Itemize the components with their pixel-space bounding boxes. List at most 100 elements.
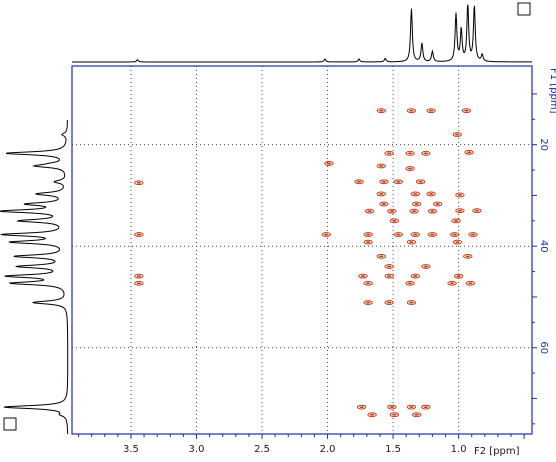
x-axis-label: F2 [ppm] [474, 446, 520, 457]
contour-outer [411, 201, 422, 207]
cross-peak [455, 208, 465, 214]
contour-inner [407, 167, 413, 170]
cross-peak [464, 149, 474, 155]
contour-inner [409, 406, 414, 408]
contour-outer [389, 218, 400, 224]
contour-outer [384, 300, 394, 305]
projection-toggle-box-left[interactable] [3, 417, 17, 431]
cross-peak [406, 108, 417, 114]
contour-outer [465, 280, 476, 286]
contour-outer [463, 253, 473, 259]
cross-peak [134, 280, 144, 286]
cross-peak [427, 232, 438, 237]
contour-inner [389, 210, 394, 213]
contour-outer [452, 132, 462, 137]
contour-inner [409, 301, 414, 304]
contour-inner [470, 233, 476, 236]
contour-outer [410, 232, 421, 237]
contour-outer [453, 273, 464, 279]
contour-outer [426, 108, 436, 114]
contour-outer [384, 273, 394, 279]
x-tick-label: 3.5 [123, 444, 139, 455]
f2-projection [72, 4, 532, 63]
cross-peak [321, 232, 331, 237]
cross-peak [376, 253, 386, 259]
cross-peak [432, 201, 443, 207]
cross-peak [405, 166, 415, 171]
contour-outer [451, 218, 461, 224]
contour-inner [465, 255, 470, 258]
contour-inner [407, 152, 413, 155]
cross-peak [410, 232, 421, 237]
cross-peak [384, 264, 394, 269]
cross-peak [461, 108, 472, 114]
x-tick-label: 2.0 [320, 444, 336, 455]
x-axis: 3.5 3.0 2.5 2.0 1.5 1.0 [78, 434, 525, 455]
contour-outer [406, 300, 417, 305]
contour-inner [386, 275, 392, 278]
contour-inner [386, 152, 392, 155]
contour-inner [381, 180, 387, 183]
contour-outer [452, 239, 462, 245]
contour-inner [466, 151, 472, 154]
cross-peak [455, 192, 465, 198]
contour-outer [324, 161, 334, 166]
contour-outer [464, 149, 474, 155]
contour-outer [376, 253, 386, 259]
contour-inner [413, 275, 418, 278]
contour-outer [421, 264, 431, 269]
cross-peak [468, 232, 478, 237]
contour-inner [365, 233, 371, 236]
cross-peak [363, 300, 373, 305]
contour-outer [406, 108, 417, 114]
contour-inner [324, 233, 329, 236]
contour-inner [428, 193, 434, 195]
contour-inner [423, 406, 429, 408]
contour-inner [360, 275, 366, 278]
contour-inner [449, 282, 455, 285]
contour-outer [421, 150, 431, 156]
contour-outer [447, 280, 457, 286]
contour-inner [379, 109, 384, 112]
contour-inner [396, 180, 401, 183]
f1-projection [0, 120, 69, 434]
cross-peak [451, 218, 461, 224]
contour-inner [464, 109, 469, 112]
contour-outer [384, 150, 394, 156]
cross-peak [134, 273, 144, 279]
cross-peak [427, 208, 438, 214]
contour-outer [410, 273, 421, 279]
cross-peak [405, 280, 415, 286]
cross-peak [410, 273, 421, 279]
contour-outer [472, 208, 482, 214]
projection-toggle-box-top[interactable] [517, 2, 531, 16]
contour-outer [379, 201, 389, 207]
contour-inner [386, 265, 392, 268]
contour-outer [427, 232, 438, 237]
contour-inner [418, 180, 423, 183]
y-axis: 20 40 60 [532, 93, 549, 425]
cross-peak [354, 179, 364, 185]
cross-peak [421, 404, 431, 410]
cross-peak [465, 280, 476, 286]
contour-inner [136, 233, 142, 236]
contour-outer [134, 232, 144, 237]
cross-peak [463, 253, 473, 259]
contour-outer [405, 166, 415, 171]
contour-inner [455, 133, 460, 136]
cross-peak [376, 163, 386, 169]
contour-inner [386, 301, 392, 304]
cross-peak [364, 208, 375, 214]
contour-outer [406, 239, 417, 245]
contour-outer [461, 108, 472, 114]
cross-peak [384, 300, 394, 305]
contour-outer [134, 180, 144, 186]
x-tick-label: 2.5 [254, 444, 270, 455]
contour-inner [474, 209, 480, 212]
cross-peak [376, 191, 386, 197]
contour-inner [136, 181, 142, 184]
contour-inner [381, 203, 387, 205]
contour-outer [411, 412, 422, 418]
contour-inner [457, 209, 463, 212]
contour-inner [369, 413, 375, 416]
